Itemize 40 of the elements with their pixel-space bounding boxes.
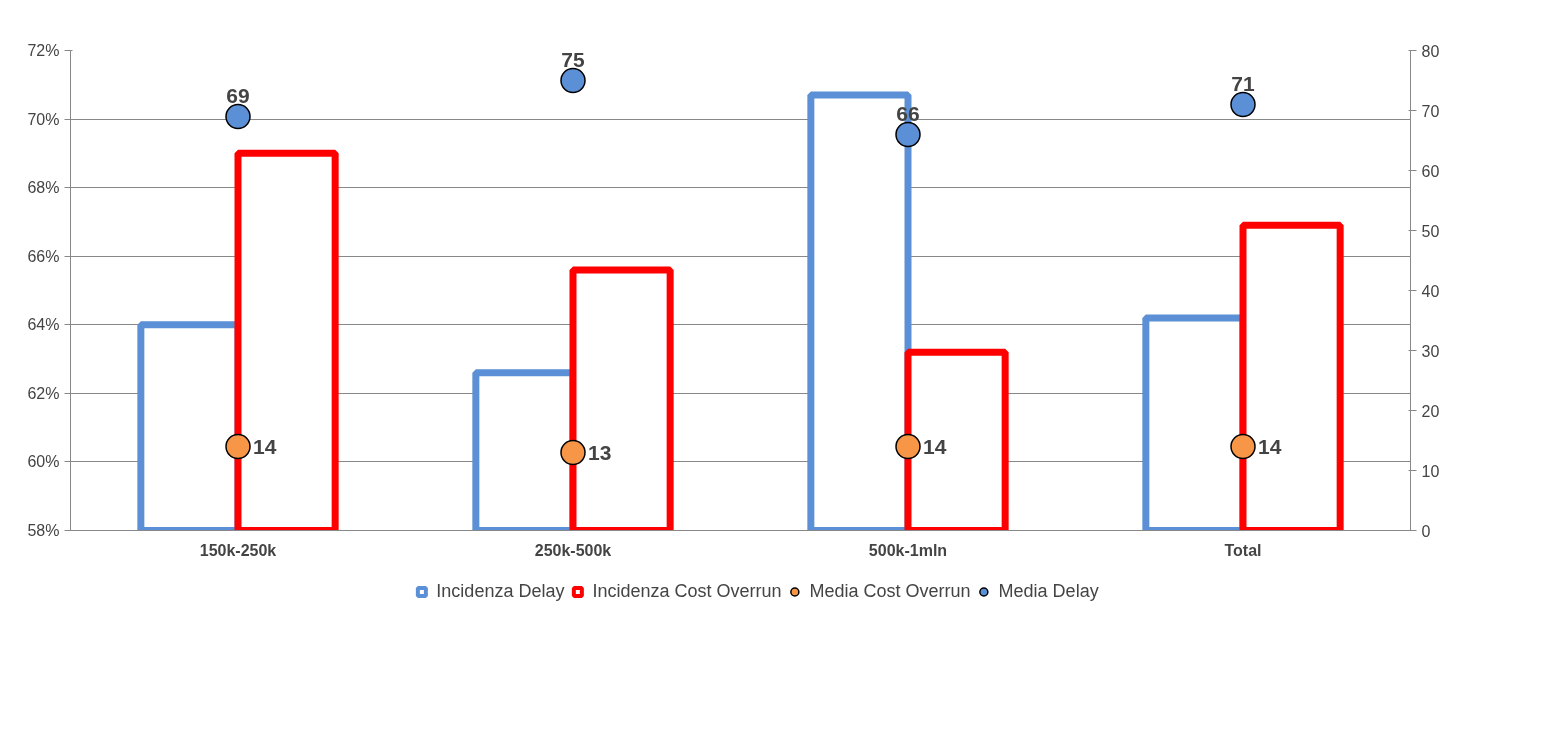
x-tick-label: Total [1224, 541, 1262, 559]
legend-label: Incidenza Cost Overrun [592, 580, 782, 602]
legend-label: Media Delay [998, 580, 1099, 602]
legend-label: Media Cost Overrun [809, 580, 971, 602]
legend-label: Incidenza Delay [436, 580, 565, 602]
y2-tick-label: 60 [1421, 162, 1440, 180]
data-label: 69 [226, 83, 250, 107]
y2-tick-label: 50 [1421, 222, 1440, 240]
data-label: 71 [1231, 71, 1255, 95]
data-label: 75 [561, 47, 585, 71]
x-tick-label: 250k-500k [534, 541, 612, 559]
y-tick-label: 62% [27, 384, 60, 402]
y-tick-label: 68% [27, 179, 60, 197]
y-tick-label: 70% [27, 110, 60, 128]
y2-tick-label: 40 [1421, 282, 1440, 300]
x-tick-label: 500k-1mln [868, 541, 948, 559]
point [560, 439, 586, 466]
y-tick-label: 58% [27, 522, 60, 539]
point [225, 103, 251, 130]
y2-tick-label: 30 [1421, 342, 1440, 360]
y2-tick-label: 20 [1421, 402, 1440, 420]
point [1230, 91, 1256, 118]
x-tick-label: 150k-250k [199, 541, 277, 559]
point [1230, 433, 1256, 460]
y-tick-label: 72% [27, 42, 60, 59]
data-label: 14 [1258, 434, 1282, 458]
data-label: 13 [588, 440, 612, 464]
y-tick-label: 66% [27, 247, 60, 265]
point [560, 67, 586, 94]
y-tick-label: 60% [27, 453, 60, 471]
y-tick-label: 64% [27, 316, 60, 334]
y2-tick-label: 80 [1421, 42, 1440, 60]
y2-tick-label: 0 [1421, 522, 1431, 540]
y2-tick-label: 70 [1421, 102, 1440, 120]
point [895, 121, 921, 148]
data-label: 14 [253, 434, 277, 458]
y2-tick-label: 10 [1421, 462, 1440, 480]
data-label: 14 [923, 434, 947, 458]
point [225, 433, 251, 460]
point [895, 433, 921, 460]
